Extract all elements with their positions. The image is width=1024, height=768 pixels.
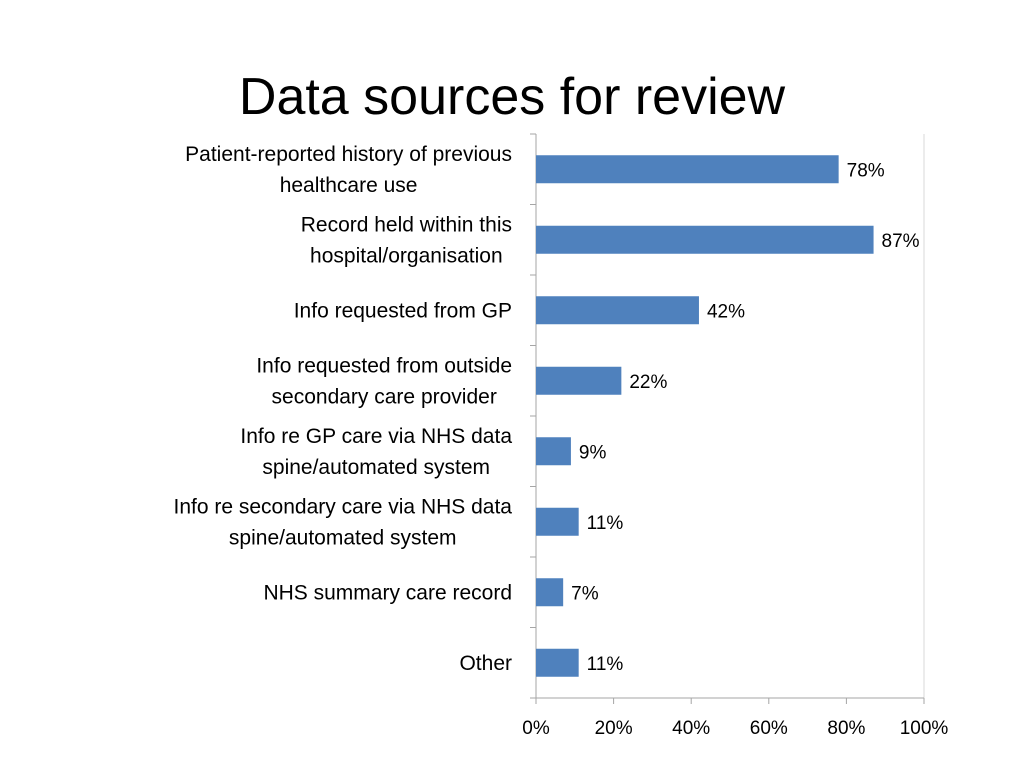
category-label-line: spine/automated system — [262, 456, 490, 479]
category-label: Info re secondary care via NHS data spine… — [173, 495, 512, 549]
bar — [536, 366, 622, 395]
bar — [536, 296, 699, 325]
x-tick-label: 80% — [827, 718, 865, 739]
category-label-line: Info re secondary care via NHS data — [173, 495, 512, 518]
data-label: 87% — [882, 231, 920, 252]
data-label: 9% — [579, 442, 607, 463]
category-label-line: Info re GP care via NHS data — [240, 425, 512, 448]
x-tick-label: 40% — [672, 718, 710, 739]
x-tick-label: 100% — [900, 718, 949, 739]
bar — [536, 507, 579, 536]
category-label-line: Patient-reported history of previous — [185, 143, 512, 166]
category-label: Patient-reported history of previous heal… — [185, 143, 512, 197]
x-tick-label: 0% — [522, 718, 550, 739]
category-label: Info requested from GP — [294, 299, 512, 322]
category-label: Info requested from outside secondary car… — [256, 354, 512, 408]
data-label: 42% — [707, 301, 745, 322]
category-label: Info re GP care via NHS data spine/automa… — [240, 425, 512, 479]
x-tick-label: 60% — [750, 718, 788, 739]
data-label: 78% — [847, 160, 885, 181]
x-tick-label: 20% — [595, 718, 633, 739]
bar — [536, 437, 571, 466]
data-label: 7% — [571, 583, 599, 604]
category-label-line: spine/automated system — [229, 526, 457, 549]
category-label-line: Info requested from outside — [256, 354, 512, 377]
category-label: Record held within this hospital/organisa… — [301, 213, 512, 267]
bar — [536, 648, 579, 677]
data-label: 11% — [587, 654, 624, 675]
category-label-line: secondary care provider — [272, 385, 497, 408]
category-label-line: healthcare use — [280, 174, 418, 197]
bar — [536, 578, 564, 607]
data-label: 11% — [587, 513, 624, 534]
category-label-line: NHS summary care record — [263, 581, 512, 604]
bar — [536, 155, 839, 184]
category-label-line: Info requested from GP — [294, 299, 512, 322]
category-label-line: hospital/organisation — [310, 244, 503, 267]
bar — [536, 225, 874, 254]
category-label: NHS summary care record — [263, 581, 512, 604]
category-label: Other — [459, 652, 512, 675]
data-label: 22% — [629, 372, 667, 393]
category-label-line: Record held within this — [301, 213, 512, 236]
slide-title: Data sources for review — [238, 68, 786, 126]
category-label-line: Other — [459, 652, 512, 675]
